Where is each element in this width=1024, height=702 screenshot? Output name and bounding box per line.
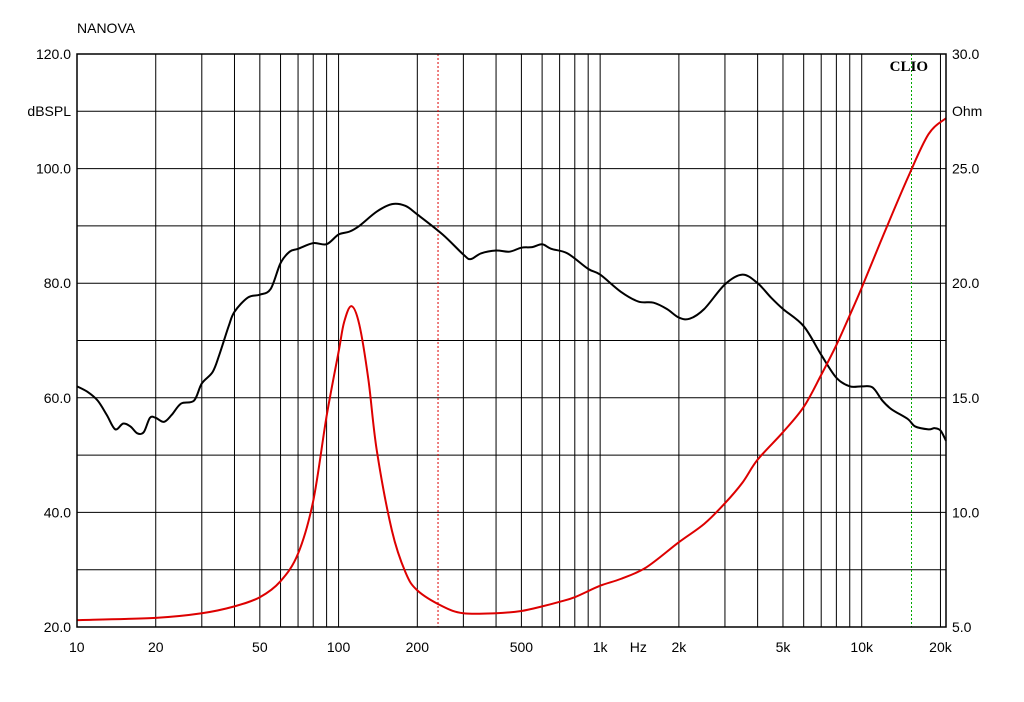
plot-frame	[76, 53, 947, 628]
x-tick-label: 2k	[671, 639, 687, 655]
right-tick-label: 10.0	[952, 504, 979, 520]
clio-watermark: CLIO	[890, 59, 928, 75]
right-tick-label: 5.0	[952, 619, 972, 635]
x-tick-label: 100	[327, 639, 351, 655]
marker-lines	[437, 54, 913, 627]
left-tick-label: 80.0	[44, 275, 71, 291]
right-tick-label: 25.0	[952, 161, 979, 177]
x-tick-label: 10k	[850, 639, 874, 655]
right-tick-label: 15.0	[952, 390, 979, 406]
x-tick-label: 500	[510, 639, 534, 655]
x-tick-label: 50	[252, 639, 268, 655]
x-tick-label: 200	[406, 639, 430, 655]
left-tick-label: 120.0	[36, 46, 71, 62]
x-tick-label: 5k	[776, 639, 792, 655]
series-group	[76, 117, 947, 622]
x-tick-label: 20	[148, 639, 164, 655]
x-tick-label: 20k	[929, 639, 953, 655]
x-tick-label: 10	[69, 639, 85, 655]
left-axis-unit: dBSPL	[27, 103, 71, 119]
right-axis-unit: Ohm	[952, 103, 982, 119]
left-tick-label: 100.0	[36, 161, 71, 177]
left-tick-label: 60.0	[44, 390, 71, 406]
right-tick-label: 30.0	[952, 46, 979, 62]
spl-series-line	[76, 202, 947, 442]
x-tick-label: 1k	[593, 639, 609, 655]
left-tick-label: 40.0	[44, 504, 71, 520]
right-tick-label: 20.0	[952, 275, 979, 291]
axis-labels: 120.0 100.0 80.0 60.0 40.0 20.0 30.0 25.0 20.0 15…	[27, 46, 982, 655]
grid-lines	[77, 54, 946, 627]
x-axis-unit: Hz	[630, 639, 647, 655]
impedance-series-line	[76, 117, 947, 622]
left-tick-label: 20.0	[44, 619, 71, 635]
chart-title: NANOVA	[77, 20, 136, 36]
